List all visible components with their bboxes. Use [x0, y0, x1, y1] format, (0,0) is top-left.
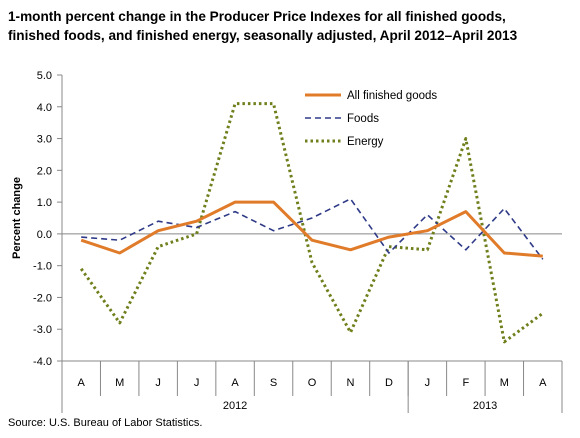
y-tick-label: -1.0 [33, 261, 52, 273]
y-tick-label: 0.0 [37, 229, 52, 241]
y-tick-label: -3.0 [33, 324, 52, 336]
year-labels: 2012 2013 [223, 400, 497, 412]
series-line-all-finished-goods [80, 200, 543, 258]
y-tick-labels: 5.0 4.0 3.0 2.0 1.0 0.0 -1.0 -2.0 -3.0 -4.0 [33, 70, 52, 368]
x-tick-label: M [115, 377, 124, 389]
series-line-foods [81, 198, 544, 260]
x-tick-label: A [539, 377, 547, 389]
year-label: 2012 [223, 400, 247, 412]
x-tick-label: J [155, 377, 161, 389]
y-tick-label: 3.0 [37, 134, 52, 146]
x-tick-label: F [462, 377, 469, 389]
chart-title: 1-month percent change in the Producer P… [8, 7, 573, 45]
y-tick-label: 4.0 [37, 102, 52, 114]
x-tick-label: D [385, 377, 393, 389]
x-tick-label: A [78, 377, 86, 389]
y-tick-label: -2.0 [33, 292, 52, 304]
x-tick-label: J [425, 377, 431, 389]
source-note: Source: U.S. Bureau of Labor Statistics. [8, 417, 203, 429]
y-tick-label: 2.0 [37, 165, 52, 177]
y-axis-label: Percent change [11, 177, 23, 259]
y-tick-label: -4.0 [33, 356, 52, 368]
y-tick-label: 1.0 [37, 197, 52, 209]
series-lines [79, 102, 544, 344]
x-tick-label: J [194, 377, 200, 389]
legend-label: All finished goods [347, 90, 437, 102]
legend-label: Energy [347, 136, 384, 148]
x-tick-label: A [231, 377, 239, 389]
series-line-energy [79, 102, 544, 344]
chart-axes [57, 74, 563, 413]
x-tick-label: O [308, 377, 317, 389]
y-tick-label: 5.0 [37, 70, 52, 82]
legend-label: Foods [347, 113, 379, 125]
x-tick-label: S [270, 377, 277, 389]
legend: All finished goods Foods Energy [305, 90, 437, 148]
x-tick-label: M [500, 377, 509, 389]
year-label: 2013 [473, 400, 497, 412]
chart-title-line-2: finished foods, and finished energy, sea… [8, 28, 518, 43]
x-tick-label: N [346, 377, 354, 389]
chart-title-line-1: 1-month percent change in the Producer P… [8, 9, 506, 24]
